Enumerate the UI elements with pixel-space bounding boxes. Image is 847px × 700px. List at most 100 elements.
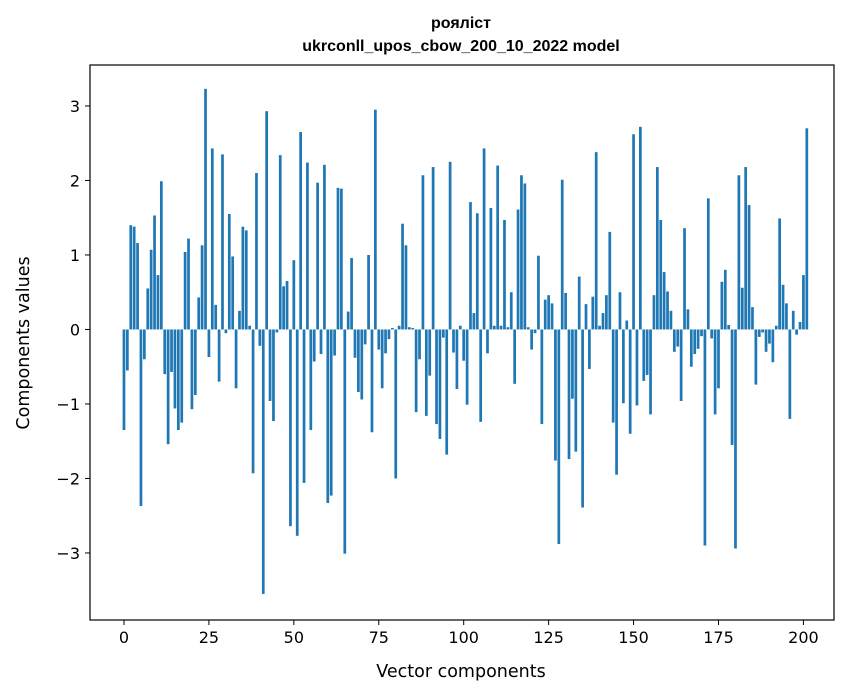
bar-45 — [275, 329, 279, 333]
bar-79 — [391, 327, 394, 330]
bar-184 — [747, 205, 751, 330]
bar-68 — [353, 329, 357, 358]
bar-132 — [571, 329, 574, 399]
bar-136 — [584, 304, 588, 330]
bar-119 — [526, 327, 530, 330]
bar-170 — [700, 329, 703, 337]
bar-140 — [598, 325, 601, 330]
bar-130 — [564, 292, 567, 330]
x-axis-label: Vector components — [376, 662, 545, 682]
bar-62 — [333, 329, 336, 356]
bar-121 — [533, 329, 537, 334]
bar-188 — [761, 329, 765, 333]
bar-135 — [581, 329, 584, 508]
bar-52 — [299, 132, 302, 330]
bar-73 — [370, 329, 374, 433]
bar-86 — [414, 329, 418, 413]
y-tick-label: −3 — [56, 544, 80, 563]
bar-201 — [805, 128, 809, 330]
bar-29 — [221, 154, 224, 330]
bar-3 — [132, 226, 136, 330]
bar-22 — [197, 297, 201, 330]
chart-subtitle: ukrconll_upos_cbow_200_10_2022 model — [302, 38, 619, 55]
bar-131 — [567, 329, 571, 460]
bar-150 — [632, 134, 635, 330]
bar-5 — [139, 329, 143, 507]
bar-109 — [492, 325, 496, 330]
bar-144 — [611, 329, 615, 423]
bar-85 — [411, 327, 415, 330]
bar-12 — [163, 329, 167, 375]
bar-196 — [788, 329, 792, 419]
bar-41 — [261, 329, 265, 594]
bar-153 — [642, 329, 646, 381]
bar-58 — [319, 329, 323, 355]
bar-55 — [309, 329, 313, 431]
bar-88 — [421, 175, 425, 330]
bar-90 — [428, 329, 432, 376]
bar-164 — [679, 329, 683, 401]
bar-187 — [757, 329, 761, 337]
bar-180 — [734, 329, 737, 549]
x-tick-label: 150 — [618, 628, 649, 647]
bar-95 — [445, 329, 449, 455]
bar-156 — [652, 295, 656, 330]
bar-108 — [489, 208, 493, 330]
y-tick-label: 1 — [70, 246, 80, 265]
bar-44 — [272, 329, 275, 422]
bar-158 — [659, 219, 663, 330]
bar-70 — [360, 329, 364, 400]
bar-157 — [655, 167, 659, 330]
bar-191 — [771, 329, 775, 363]
bar-30 — [224, 329, 228, 334]
bar-8 — [149, 249, 153, 330]
bar-185 — [751, 307, 754, 330]
plot-frame — [89, 64, 835, 621]
bar-166 — [686, 309, 690, 330]
bar-6 — [143, 329, 146, 360]
bar-99 — [458, 325, 462, 330]
y-tick-label: −2 — [56, 469, 80, 488]
bar-66 — [346, 311, 350, 330]
bar-189 — [764, 329, 768, 352]
bar-194 — [781, 284, 785, 330]
bar-117 — [520, 175, 523, 330]
bar-148 — [625, 320, 629, 330]
bar-193 — [778, 218, 781, 330]
bar-32 — [231, 256, 235, 330]
bar-105 — [479, 329, 483, 422]
bar-125 — [547, 295, 550, 330]
bar-31 — [227, 213, 231, 330]
bar-61 — [329, 329, 333, 496]
bar-172 — [706, 198, 710, 330]
bar-34 — [238, 310, 241, 330]
bar-186 — [754, 329, 758, 385]
bar-103 — [472, 313, 476, 330]
bar-190 — [768, 329, 771, 344]
bar-96 — [448, 161, 452, 330]
bar-133 — [574, 329, 578, 452]
bar-120 — [530, 329, 533, 350]
bar-107 — [486, 329, 489, 354]
bar-24 — [204, 88, 207, 330]
bar-106 — [482, 148, 486, 330]
bar-167 — [689, 329, 693, 367]
bar-174 — [713, 329, 717, 415]
bar-101 — [465, 329, 469, 405]
bar-100 — [462, 329, 466, 361]
bar-37 — [248, 325, 252, 330]
bar-75 — [377, 329, 381, 350]
bar-160 — [666, 291, 669, 330]
bar-49 — [289, 329, 292, 527]
bar-94 — [441, 329, 445, 338]
y-tick-label: 0 — [70, 320, 80, 339]
bar-18 — [183, 251, 187, 330]
bar-127 — [554, 329, 557, 461]
bar-63 — [336, 187, 340, 330]
bar-50 — [292, 260, 296, 330]
bar-162 — [672, 329, 676, 352]
bar-48 — [285, 281, 289, 330]
bar-104 — [475, 213, 479, 330]
bar-155 — [649, 329, 652, 415]
bar-43 — [268, 329, 272, 401]
